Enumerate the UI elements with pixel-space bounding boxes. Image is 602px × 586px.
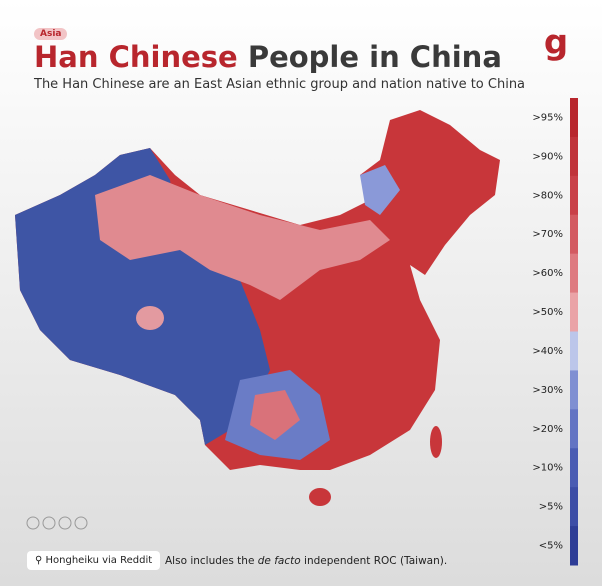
title: Han Chinese People in China [34,40,502,74]
legend-swatch [570,98,578,138]
legend-label: >40% [532,346,563,357]
north-region [95,175,390,300]
title-rest: People in China [247,40,502,74]
legend-label: >10% [532,463,563,474]
legend: >95% >90% >80% >70% >60% >50% >40% >30% >20% >10%… [532,98,578,566]
taiwan [430,426,442,458]
legend-label: >30% [532,385,563,396]
tag: Asia [34,28,68,40]
legend-swatch [570,409,578,449]
title-highlight: Han Chinese [34,40,238,74]
note-italic: de facto [257,555,301,567]
legend-label: >95% [532,112,563,123]
legend-swatch [570,448,578,488]
northeast-mix [360,165,400,215]
subtitle: The Han Chinese are an East Asian ethnic… [34,77,526,92]
legend-swatch [570,175,578,216]
legend-label: >50% [532,307,563,318]
note-end: independent ROC (Taiwan). [300,555,448,567]
legend-label: >5% [539,502,563,513]
tibet-lake [136,306,164,330]
legend-swatch [570,487,578,527]
legend-label: >80% [532,190,563,201]
legend-swatch [570,370,578,410]
source: ⚲ Hongheiku via Reddit [27,551,161,570]
legend-swatch [570,253,578,294]
source-text: Hongheiku via Reddit [45,555,153,566]
legend-label: >60% [532,268,563,279]
west-region [15,148,270,445]
legend-label: <5% [539,541,563,552]
legend-swatch [570,214,578,255]
legend-swatch [570,136,578,177]
legend-swatch [570,331,578,371]
hainan [309,488,331,506]
legend-label: >20% [532,424,563,435]
note-start: Also includes the [165,555,258,567]
southwest-mix-pink [250,390,300,440]
legend-swatch [570,292,578,332]
legend-swatch [570,526,578,566]
note: Also includes the de facto independent R… [165,555,447,567]
license-icons [26,516,88,530]
logo: g [544,23,568,63]
legend-label: >70% [532,229,563,240]
legend-label: >90% [532,151,563,162]
